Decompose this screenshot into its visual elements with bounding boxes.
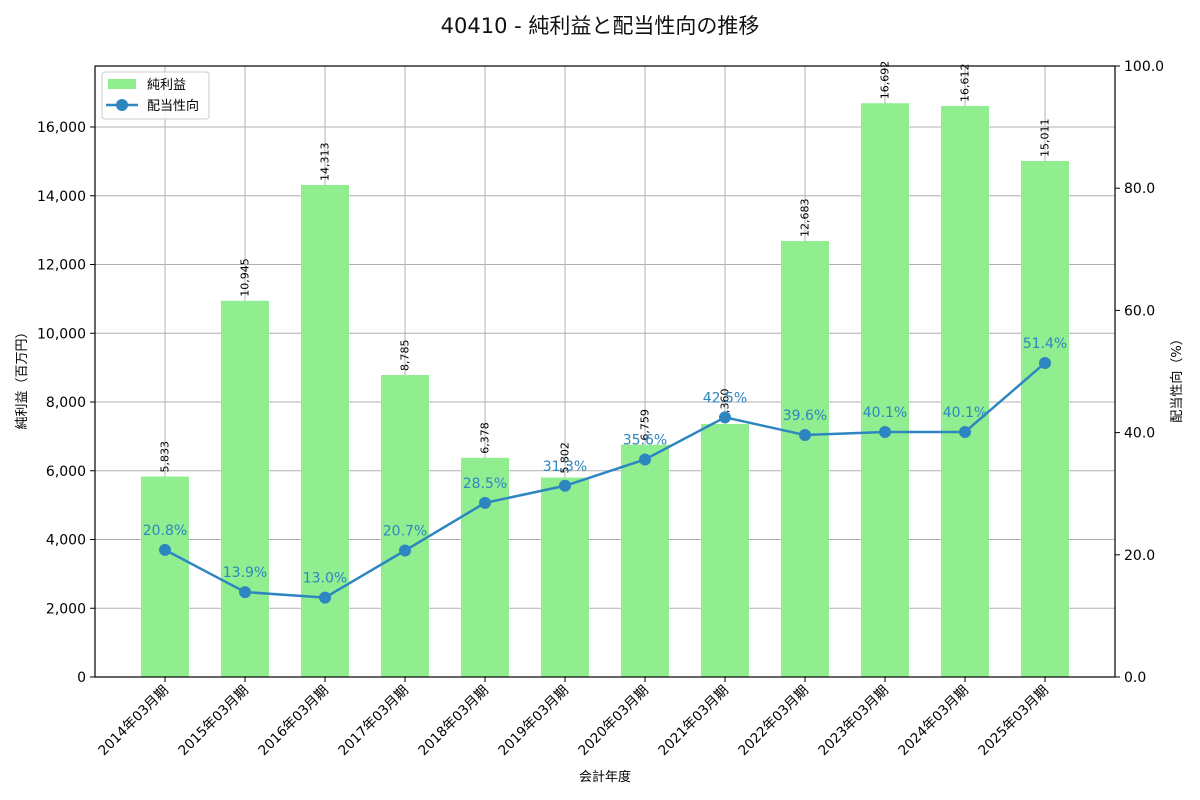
left-y-tick-label: 6,000: [46, 464, 86, 480]
x-tick-label: 2018年03月期: [415, 683, 491, 759]
left-y-tick-label: 14,000: [37, 189, 86, 205]
x-tick-label: 2023年03月期: [815, 683, 891, 759]
bar: [861, 103, 909, 677]
x-axis-title: 会計年度: [579, 769, 631, 785]
bar-value-label: 16,612: [959, 63, 972, 102]
line-value-label: 13.9%: [223, 565, 267, 581]
line-marker: [879, 425, 891, 438]
legend-line-marker: [116, 99, 128, 111]
bar: [781, 241, 829, 677]
x-tick-label: 2022年03月期: [735, 683, 811, 759]
x-tick-label: 2021年03月期: [655, 683, 731, 759]
bar: [941, 105, 989, 677]
right-y-tick-label: 100.0: [1124, 59, 1164, 75]
line-marker: [239, 586, 251, 599]
left-y-tick-label: 12,000: [37, 258, 86, 274]
line-marker: [799, 429, 811, 442]
bar-value-label: 5,833: [159, 441, 172, 473]
line-marker: [559, 479, 571, 492]
x-tick-label: 2019年03月期: [495, 683, 571, 759]
payout-ratio-line: [164, 361, 1046, 599]
plot-frame: [94, 65, 1116, 678]
x-tick-label: 2015年03月期: [175, 683, 251, 759]
line-value-label: 42.5%: [703, 390, 747, 406]
bar-series: [141, 103, 1069, 677]
bar-value-label: 8,785: [399, 340, 412, 372]
line-value-label: 28.5%: [463, 476, 507, 492]
line-marker: [639, 453, 651, 466]
legend-bar-swatch: [108, 79, 136, 89]
right-y-tick-label: 0.0: [1124, 670, 1146, 686]
bar-value-labels: 5,833 10,945 14,313 8,785 6,378 5,802 6,759 7,3…: [159, 61, 1052, 474]
x-tick-label: 2020年03月期: [575, 683, 651, 759]
bar: [621, 444, 669, 677]
bar-value-label: 12,683: [799, 199, 812, 238]
bar-value-label: 5,802: [559, 442, 572, 474]
legend-bar-label: 純利益: [147, 78, 186, 93]
left-y-tick-label: 0: [77, 670, 86, 686]
line-value-labels: 20.8% 13.9% 13.0% 20.7% 28.5% 31.3% 35.6% 42.5%…: [143, 336, 1067, 587]
bar: [381, 375, 429, 677]
bar: [141, 476, 189, 677]
line-value-label: 31.3%: [543, 459, 587, 475]
left-y-axis-title: 純利益（百万円）: [15, 325, 30, 429]
left-y-tick-label: 4,000: [46, 533, 86, 549]
bar-value-label: 14,313: [319, 143, 332, 182]
left-y-tick-label: 2,000: [46, 601, 86, 617]
bar: [1021, 161, 1069, 677]
line-marker: [399, 544, 411, 557]
bar: [221, 300, 269, 677]
line-value-label: 40.1%: [863, 405, 907, 421]
x-tick-label: 2025年03月期: [975, 683, 1051, 759]
legend-line-label: 配当性向: [147, 98, 199, 114]
line-value-label: 20.7%: [383, 524, 427, 540]
line-marker: [959, 425, 971, 438]
line-marker: [319, 591, 331, 604]
right-y-tick-label: 20.0: [1124, 548, 1155, 564]
line-value-label: 40.1%: [943, 405, 987, 421]
line-value-label: 51.4%: [1023, 336, 1067, 352]
bar-value-label: 15,011: [1039, 119, 1052, 158]
x-tick-label: 2016年03月期: [255, 683, 331, 759]
bar-value-label: 16,692: [879, 61, 892, 100]
right-y-tick-label: 40.0: [1124, 426, 1155, 442]
bar: [461, 457, 509, 677]
line-marker: [479, 496, 491, 509]
left-y-tick-label: 10,000: [37, 326, 86, 342]
line-value-label: 35.6%: [623, 432, 667, 448]
left-y-tick-label: 8,000: [46, 395, 86, 411]
line-marker: [1039, 356, 1051, 369]
bar-value-label: 10,945: [239, 258, 252, 297]
line-marker: [159, 543, 171, 556]
x-tick-label: 2014年03月期: [95, 683, 171, 759]
right-y-axis-title: 配当性向（%）: [1169, 332, 1185, 422]
bar-value-label: 7,360: [719, 389, 732, 421]
right-y-tick-label: 60.0: [1124, 303, 1155, 319]
line-value-label: 20.8%: [143, 523, 187, 539]
bar-value-label: 6,378: [479, 422, 492, 454]
bar: [701, 424, 749, 677]
x-tick-label: 2024年03月期: [895, 683, 971, 759]
line-value-label: 13.0%: [303, 571, 347, 587]
line-marker: [719, 411, 731, 424]
chart-title: 40410 - 純利益と配当性向の推移: [440, 14, 760, 38]
left-y-tick-label: 16,000: [37, 120, 86, 136]
bar: [541, 477, 589, 677]
bar-value-label: 6,759: [639, 409, 652, 441]
axes: 0 2,000 4,000 6,000 8,000 10,000 12,000 14,000 1…: [15, 59, 1185, 785]
x-tick-label: 2017年03月期: [335, 683, 411, 759]
line-series: [159, 356, 1051, 604]
right-y-tick-label: 80.0: [1124, 181, 1155, 197]
line-value-label: 39.6%: [783, 408, 827, 424]
